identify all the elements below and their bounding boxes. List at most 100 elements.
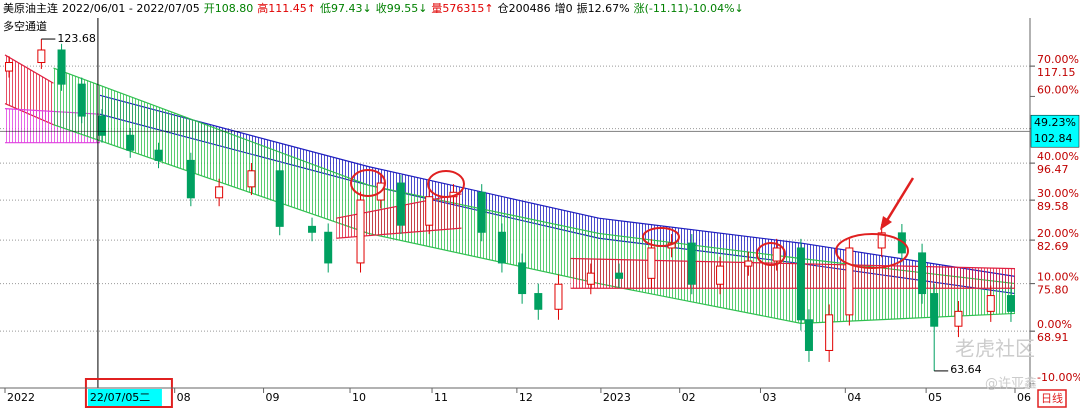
header-item: 美原油主连 — [3, 1, 58, 15]
band-fill — [570, 258, 1015, 289]
candle-body — [324, 231, 333, 264]
candle-body — [5, 62, 14, 72]
x-tick-label: 03 — [762, 391, 776, 404]
credit: @许亚鑫 — [985, 376, 1037, 392]
candle-body — [215, 186, 224, 199]
candle-body — [97, 115, 106, 136]
header: 美原油主连 2022/06/01 - 2022/07/05 开108.80 高111.… — [3, 1, 744, 15]
candle-body — [716, 265, 725, 285]
candle-body — [154, 149, 163, 161]
arrow-shaft — [884, 177, 915, 223]
candle-body — [518, 262, 527, 295]
cursor-date-highlight — [84, 378, 173, 408]
candle-body — [308, 225, 317, 233]
indicator-name: 多空通道 — [3, 19, 47, 33]
highlight-circle — [642, 227, 680, 247]
candle-body — [986, 295, 995, 312]
candle-body — [396, 182, 405, 226]
candle-body — [796, 247, 805, 321]
candle-body — [845, 247, 854, 316]
candle-body — [554, 283, 563, 310]
high-marker-label: 123.68 — [57, 32, 96, 45]
candle-body — [247, 170, 256, 188]
header-item: 增0 — [555, 1, 573, 15]
y2-tick-label: -10.00% — [1037, 371, 1080, 384]
header-item: 高111.45↑ — [257, 1, 316, 15]
band-fill — [99, 95, 1015, 294]
y-tick-label: 75.80 — [1037, 284, 1069, 297]
period-button-label[interactable]: 日线 — [1041, 391, 1063, 405]
y-tick-label: 96.47 — [1037, 163, 1069, 176]
candle-body — [37, 49, 46, 64]
y2-tick-label: 40.00% — [1037, 150, 1079, 163]
header-item: 低97.43↓ — [320, 2, 372, 15]
x-tick-label: 10 — [352, 391, 366, 404]
candle-body — [825, 314, 834, 351]
x-tick-label: 08 — [177, 391, 191, 404]
x-tick-label: 06 — [1017, 391, 1031, 404]
axis-layer: 117.15103.3696.4789.5882.6975.8068.9170.… — [0, 18, 1080, 408]
header-item: 量576315↑ — [431, 2, 493, 15]
y2-tick-label: 20.00% — [1037, 227, 1079, 240]
candle-body — [647, 247, 656, 279]
period-button[interactable] — [1037, 389, 1067, 408]
candle-body — [615, 272, 624, 279]
candle-body — [954, 310, 963, 327]
candle-body — [930, 293, 939, 327]
candle-layer — [5, 39, 1015, 371]
highlight-circle — [835, 233, 909, 269]
candle-body — [897, 232, 906, 254]
cursor-price-box — [1030, 114, 1080, 148]
highlight-circle — [350, 169, 386, 197]
x-tick-label: 11 — [434, 391, 448, 404]
band-top — [99, 94, 1016, 277]
candle-body — [477, 191, 486, 233]
y2-tick-label: 10.00% — [1037, 271, 1079, 284]
candle-body — [356, 199, 365, 264]
y-tick-label: 89.58 — [1037, 200, 1069, 213]
band-fill — [5, 54, 54, 125]
candle-body — [744, 260, 753, 267]
candle-body — [804, 319, 813, 351]
candle-body — [77, 83, 86, 117]
header-item: 涨(-11.11)-10.04%↓ — [634, 2, 744, 15]
candle-body — [275, 170, 284, 227]
highlight-circle — [756, 242, 786, 266]
arrow-head — [880, 216, 892, 230]
candle-body — [186, 159, 195, 199]
header-item: 收99.55↓ — [376, 1, 428, 15]
x-tick-label: 05 — [928, 391, 942, 404]
cursor-percent: 49.23% — [1034, 116, 1076, 129]
candle-body — [918, 252, 927, 295]
x-tick-label: 2023 — [603, 391, 631, 404]
header-item: 仓200486 — [498, 1, 551, 15]
cursor-date: 22/07/05二 — [90, 391, 150, 404]
y2-tick-label: 30.00% — [1037, 187, 1079, 200]
candle-body — [497, 231, 506, 264]
candle-body — [534, 293, 543, 310]
band-top — [570, 257, 1016, 270]
x-tick-label: 12 — [519, 391, 533, 404]
low-marker-label: 63.64 — [950, 363, 982, 376]
candle-body — [126, 134, 135, 151]
x-tick-label: 02 — [682, 391, 696, 404]
candle-body — [425, 196, 434, 226]
band-top — [4, 54, 54, 84]
y-tick-label: 117.15 — [1037, 66, 1076, 79]
header-item: 开108.80 — [204, 2, 254, 15]
candle-body — [1006, 295, 1015, 312]
x-tick-label: 09 — [266, 391, 280, 404]
y2-tick-label: 70.00% — [1037, 53, 1079, 66]
watermark: 老虎社区 — [955, 337, 1035, 361]
highlight-circle — [427, 170, 465, 198]
y-tick-label: 82.69 — [1037, 240, 1069, 253]
header-item: 振12.67% — [577, 1, 630, 15]
cursor-price: 102.84 — [1034, 132, 1073, 145]
candle-body — [586, 272, 595, 285]
candle-body — [772, 247, 781, 262]
candle-body — [877, 232, 886, 249]
candle-body — [57, 49, 66, 85]
x-tick-label: 04 — [847, 391, 861, 404]
y2-tick-label: 60.00% — [1037, 83, 1079, 96]
candle-body — [687, 242, 696, 285]
